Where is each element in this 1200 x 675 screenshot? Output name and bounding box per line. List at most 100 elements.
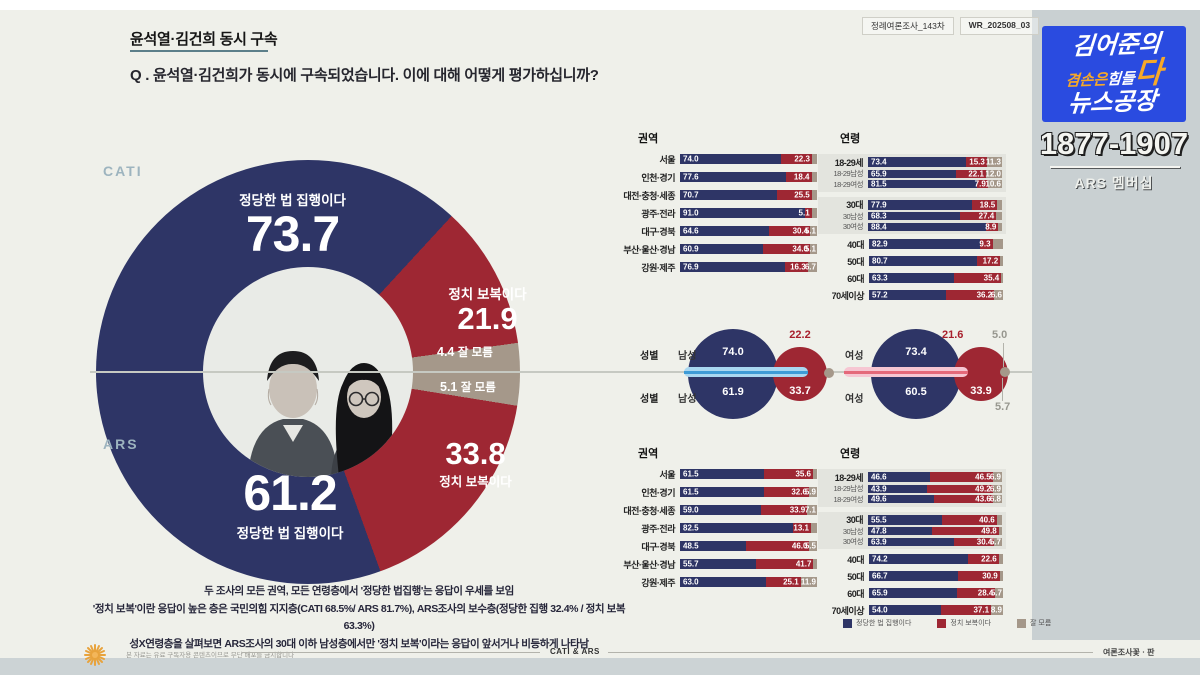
show-logo-line2-white: 힘들 — [1106, 69, 1135, 88]
bar-track: 77.6 18.4 — [680, 172, 817, 182]
segment-legal-value: 65.9 — [871, 169, 887, 178]
bar-row: 70세이상 57.2 36.2 6.6 — [822, 290, 1006, 301]
segment-legal: 80.7 — [869, 256, 978, 266]
bar-track: 88.4 8.9 — [868, 222, 1002, 231]
segment-dontknow: 5.1 — [805, 244, 817, 254]
segment-dontknow: 6.9 — [989, 472, 1002, 482]
bar-row: 인천·경기 61.5 32.6 5.9 — [617, 487, 817, 498]
highlight-group: 30대 55.5 40.6 30남성 47.8 49.8 30여성 63.9 30.4 5.7 — [818, 511, 1006, 549]
segment-dontknow: 8.9 — [991, 605, 1003, 615]
cati-legal-value: 73.7 — [245, 206, 340, 262]
female-dk-cati-value: 5.0 — [992, 329, 1008, 341]
cati-age-chart: 연령 18-29세 73.4 15.3 11.3 18-29남성 65.9 22.1 12.0… — [818, 130, 1006, 307]
gender-row-label-ars: 성별 — [640, 394, 659, 405]
segment-revenge: 30.9 — [958, 571, 1000, 581]
segment-legal-value: 63.9 — [871, 537, 887, 546]
segment-dontknow — [996, 212, 1002, 220]
phone-divider — [1050, 166, 1180, 168]
bar-row-label: 18-29여성 — [833, 494, 864, 504]
segment-legal-value: 77.6 — [683, 172, 699, 182]
segment-dontknow — [998, 554, 1003, 564]
footer-method-label: CATI & ARS — [550, 647, 600, 656]
segment-revenge-value: 25.5 — [794, 190, 810, 200]
male-legal-cati-value: 74.0 — [722, 346, 744, 358]
segment-revenge: 15.3 — [966, 157, 987, 167]
footer-disclaimer: 본 자료는 유료 구독자용 콘텐츠이므로 무단 배포를 금지합니다 — [126, 652, 295, 659]
segment-legal: 76.9 — [680, 262, 786, 272]
cati-dk-value: 4.4 — [437, 345, 455, 359]
segment-dontknow-value: 6.9 — [989, 472, 1001, 482]
bar-row: 50대 66.7 30.9 — [822, 571, 1006, 582]
segment-dontknow — [811, 190, 817, 200]
ars-region-chart: 권역 서울 61.5 35.6 인천·경기 61.5 32.6 5.9 대전·충청·세종 59.… — [617, 445, 817, 595]
bar-row-label: 50대 — [847, 256, 864, 267]
segment-revenge-value: 35.6 — [795, 469, 812, 479]
ars-revenge-text: 정치 보복이다 — [439, 474, 512, 489]
segment-dontknow — [997, 199, 1002, 210]
bar-row: 대전·충청·세종 59.0 33.9 7.1 — [617, 505, 817, 516]
bar-track: 49.6 43.6 6.8 — [868, 494, 1002, 504]
segment-dontknow — [810, 523, 817, 533]
segment-revenge-value: 22.6 — [981, 554, 997, 564]
bar-row-label: 부산·울산·경남 — [623, 244, 675, 255]
segment-revenge: 43.6 — [934, 495, 993, 504]
segment-revenge: 18.5 — [972, 199, 998, 210]
bar-track: 55.7 41.7 — [680, 559, 817, 569]
segment-dontknow-value: 5.9 — [804, 487, 816, 497]
bar-row: 대구·경북 64.6 30.4 5.1 — [617, 226, 817, 237]
segment-revenge: 32.6 — [764, 487, 809, 497]
segment-legal-value: 73.4 — [871, 157, 887, 167]
bar-track: 64.6 30.4 5.1 — [680, 226, 817, 236]
bar-row-label: 30여성 — [842, 537, 864, 546]
segment-dontknow-value: 6.8 — [989, 494, 1001, 504]
segment-dontknow-value: 12.0 — [985, 169, 1001, 178]
flower-logo-icon — [84, 644, 106, 666]
segment-legal-value: 82.5 — [683, 523, 699, 533]
segment-legal: 91.0 — [680, 208, 805, 218]
segment-dontknow-value: 6.6 — [990, 290, 1002, 300]
segment-legal: 63.3 — [869, 273, 954, 283]
bar-track: 68.3 27.4 — [868, 212, 1002, 221]
segment-revenge: 33.9 — [760, 505, 808, 515]
legend-label: 정당한 법 집행이다 — [856, 620, 912, 627]
segment-legal-value: 60.9 — [683, 244, 699, 254]
segment-revenge: 40.6 — [942, 514, 997, 525]
show-logo-line2-orange: 겸손은 — [1064, 70, 1108, 90]
segment-legal-value: 74.0 — [683, 154, 699, 164]
segment-legal-value: 63.0 — [683, 577, 699, 587]
legend-item: 정치 보복이다 — [937, 618, 991, 628]
survey-question: Q . 윤석열·김건희가 동시에 구속되었습니다. 이에 대해 어떻게 평가하십… — [130, 67, 599, 84]
segment-dontknow: 6.9 — [989, 484, 1002, 493]
segment-revenge-value: 35.4 — [983, 273, 1000, 283]
segment-legal: 65.9 — [868, 169, 957, 178]
segment-dontknow — [1000, 256, 1003, 266]
male-legal-ars-value: 61.9 — [722, 386, 744, 398]
legend-swatch — [843, 618, 852, 628]
note-line-3: 성X연령층을 살펴보면 ARS조사의 30대 이하 남성층에서만 '정치 보복'… — [129, 637, 589, 650]
ars-legal-value: 61.2 — [243, 465, 337, 521]
segment-legal-value: 70.7 — [683, 190, 699, 200]
bar-track: 47.8 49.8 — [868, 527, 1002, 536]
segment-revenge-value: 22.1 — [968, 169, 984, 178]
ars-membership-label: ARS 멤버십 — [1074, 175, 1154, 191]
cati-legal-text: 정당한 법 집행이다 — [239, 193, 346, 208]
segment-legal: 60.9 — [680, 244, 764, 254]
segment-revenge: 36.2 — [945, 290, 995, 300]
segment-legal-value: 66.7 — [872, 571, 888, 581]
title-underline — [130, 50, 268, 52]
bar-row: 30남성 68.3 27.4 — [821, 212, 1002, 221]
segment-legal-value: 80.7 — [872, 256, 888, 266]
analysis-notes: 두 조사의 모든 권역, 모든 연령층에서 '정당한 법집행'는 응답이 우세를… — [85, 583, 633, 653]
bar-track: 74.0 22.3 — [680, 154, 817, 164]
bar-row: 30여성 63.9 30.4 5.7 — [821, 537, 1002, 546]
bar-track: 65.9 28.4 5.7 — [869, 588, 1003, 598]
segment-revenge: 30.4 — [953, 537, 995, 546]
bar-track: 81.5 7.9 10.6 — [868, 180, 1002, 189]
bar-track: 76.9 16.3 6.7 — [680, 262, 817, 272]
bar-row: 30남성 47.8 49.8 — [821, 527, 1002, 536]
segment-dontknow-value: 6.9 — [989, 484, 1001, 493]
ars-dk-value: 5.1 — [440, 380, 458, 394]
bar-track: 55.5 40.6 — [868, 514, 1002, 525]
bar-row: 18-29세 46.6 46.5 6.9 — [821, 472, 1002, 483]
bar-row-label: 대전·충청·세종 — [623, 190, 675, 201]
